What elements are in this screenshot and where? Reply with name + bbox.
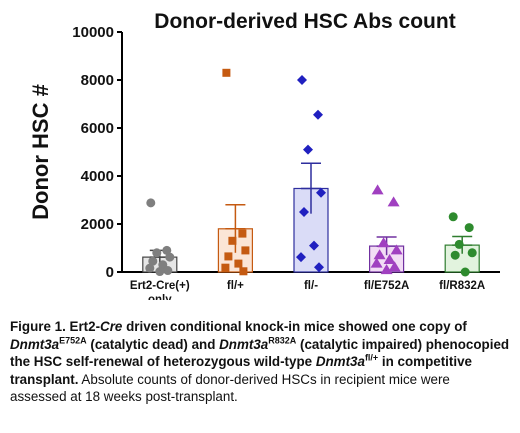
caption-part: (catalytic impaired) phenocopied the HSC…: [10, 336, 510, 370]
data-point: [314, 262, 324, 273]
data-point: [234, 259, 243, 268]
data-point: [239, 267, 248, 276]
data-point: [162, 245, 172, 255]
y-tick-label: 6000: [81, 120, 114, 137]
data-point: [387, 196, 400, 207]
caption-part: Cre: [100, 319, 123, 334]
y-axis-label: Donor HSC #: [28, 84, 53, 220]
data-point: [454, 239, 464, 249]
caption-part: Figure 1. Ert2-: [10, 319, 101, 334]
data-point: [390, 244, 403, 255]
y-tick-label: 0: [106, 264, 114, 281]
y-tick-label: 2000: [81, 216, 114, 233]
data-point: [152, 248, 162, 258]
data-point: [297, 75, 307, 85]
data-point: [145, 263, 155, 273]
data-point: [383, 254, 396, 264]
caption-part: (catalytic dead) and: [86, 336, 220, 352]
data-point: [388, 261, 401, 272]
data-point: [299, 207, 309, 217]
chart-title: Donor-derived HSC Abs count: [154, 10, 455, 33]
data-point: [380, 264, 393, 275]
x-tick-label: fl/R832A: [439, 280, 485, 292]
data-point: [228, 236, 237, 245]
caption-part: Dnmt3a: [10, 336, 60, 352]
caption-part: Dnmt3a: [315, 354, 365, 370]
data-point: [450, 250, 460, 260]
data-point: [238, 229, 247, 238]
plot-area: 0 2000 4000 6000 8000 10000 Ert2-Cre(+) only fl/…: [72, 24, 500, 300]
data-point: [370, 257, 383, 268]
data-point: [460, 267, 470, 277]
x-tick-label: fl/-: [304, 280, 318, 292]
x-tick-label: Ert2-Cre(+): [130, 280, 190, 292]
data-point: [222, 68, 231, 77]
data-point: [155, 267, 165, 277]
caption-part: driven conditional knock-in mice showed …: [122, 319, 467, 334]
data-point: [377, 237, 390, 248]
data-point: [163, 266, 173, 276]
caption-part: Dnmt3a: [219, 336, 269, 352]
data-point: [313, 109, 323, 120]
figure-caption: Figure 1. Ert2-Cre driven conditional kn…: [10, 318, 510, 406]
data-point: [448, 212, 458, 222]
data-point: [146, 198, 156, 208]
hsc-count-chart: Donor-derived HSC Abs count Donor HSC # …: [28, 10, 500, 300]
y-tick-label: 8000: [81, 72, 114, 89]
x-tick-label: only: [148, 294, 172, 300]
data-point: [309, 240, 319, 251]
caption-part: R832A: [268, 335, 297, 346]
data-point: [296, 252, 306, 263]
data-point: [165, 252, 175, 262]
data-point: [148, 256, 158, 266]
data-point: [224, 252, 233, 261]
caption-part: fl/+: [364, 352, 379, 363]
data-point: [373, 249, 386, 260]
data-point: [467, 248, 477, 258]
data-point: [221, 263, 230, 272]
caption-part: E752A: [59, 335, 87, 346]
caption-part: in competitive transplant.: [10, 354, 472, 387]
x-tick-label: fl/+: [227, 280, 244, 292]
data-point: [371, 184, 384, 195]
x-tick-label: fl/E752A: [364, 280, 409, 292]
caption-part: Absolute counts of donor-derived HSCs in…: [10, 371, 450, 405]
data-point: [241, 246, 250, 255]
y-tick-label: 10000: [72, 24, 114, 41]
y-tick-label: 4000: [81, 168, 114, 185]
caption-bold: Figure 1. Ert2-Cre driven conditional kn…: [10, 319, 509, 387]
data-point: [316, 187, 326, 198]
data-point: [464, 223, 474, 233]
data-point: [303, 144, 313, 155]
